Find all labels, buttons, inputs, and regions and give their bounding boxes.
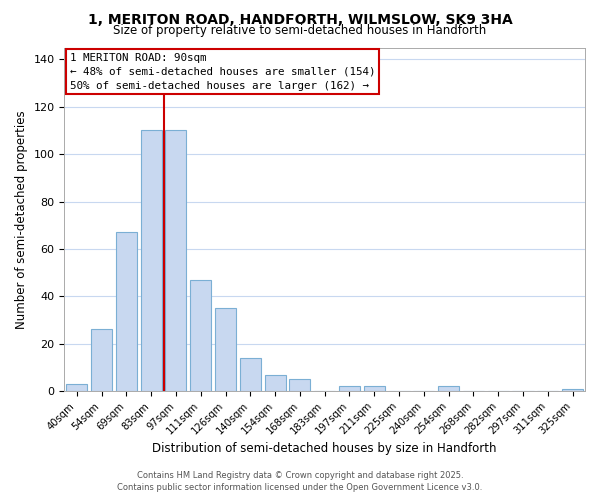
Text: Size of property relative to semi-detached houses in Handforth: Size of property relative to semi-detach…: [113, 24, 487, 37]
Bar: [364, 386, 385, 391]
Bar: [438, 386, 459, 391]
Text: 1, MERITON ROAD, HANDFORTH, WILMSLOW, SK9 3HA: 1, MERITON ROAD, HANDFORTH, WILMSLOW, SK…: [88, 12, 512, 26]
Text: Contains HM Land Registry data © Crown copyright and database right 2025.
Contai: Contains HM Land Registry data © Crown c…: [118, 471, 482, 492]
Bar: [265, 374, 286, 391]
Bar: [91, 330, 112, 391]
Text: 1 MERITON ROAD: 90sqm
← 48% of semi-detached houses are smaller (154)
50% of sem: 1 MERITON ROAD: 90sqm ← 48% of semi-deta…: [70, 52, 375, 90]
Bar: [140, 130, 162, 391]
Bar: [339, 386, 360, 391]
Bar: [190, 280, 211, 391]
Bar: [289, 380, 310, 391]
Bar: [66, 384, 88, 391]
X-axis label: Distribution of semi-detached houses by size in Handforth: Distribution of semi-detached houses by …: [152, 442, 497, 455]
Bar: [240, 358, 261, 391]
Bar: [562, 388, 583, 391]
Bar: [215, 308, 236, 391]
Bar: [116, 232, 137, 391]
Bar: [166, 130, 187, 391]
Y-axis label: Number of semi-detached properties: Number of semi-detached properties: [15, 110, 28, 328]
